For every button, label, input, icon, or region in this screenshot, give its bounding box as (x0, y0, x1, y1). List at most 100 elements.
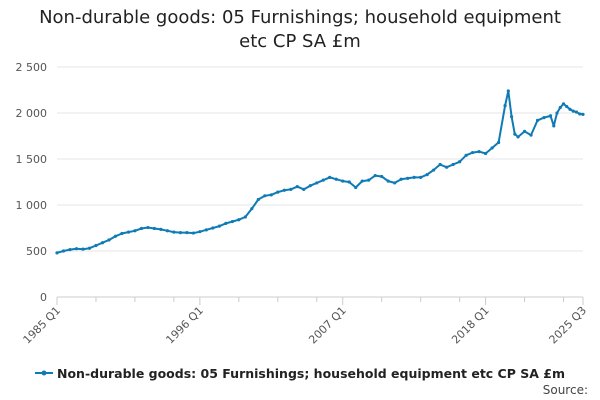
data-point (308, 184, 312, 188)
data-point (438, 162, 442, 167)
legend-swatch (35, 370, 53, 376)
data-point (315, 181, 319, 185)
data-point (341, 179, 345, 183)
data-point (548, 114, 553, 118)
data-point (516, 135, 520, 139)
data-point (574, 110, 579, 114)
data-point (506, 89, 510, 93)
data-point (178, 231, 182, 235)
y-tick-label: 1 500 (16, 153, 48, 166)
x-tick-label: 1996 Q1 (163, 304, 206, 347)
data-point (373, 173, 377, 178)
data-point (185, 231, 189, 235)
data-point (367, 178, 371, 182)
data-point (555, 111, 559, 115)
data-point (552, 124, 556, 128)
data-point (211, 226, 215, 230)
data-point (289, 187, 293, 191)
data-point (94, 243, 98, 248)
data-point (496, 140, 501, 145)
data-point (87, 246, 92, 250)
data-point (542, 116, 546, 120)
data-point (477, 150, 481, 154)
chart-title: Non-durable goods: 05 Furnishings; house… (0, 6, 600, 54)
data-point (565, 104, 569, 109)
data-point (513, 132, 517, 136)
y-tick-label: 500 (26, 245, 47, 258)
data-point (386, 179, 390, 183)
data-point (406, 176, 410, 180)
data-point (107, 238, 111, 242)
data-point (347, 180, 351, 184)
data-point (380, 174, 384, 179)
data-point (269, 193, 273, 197)
data-point (399, 177, 403, 181)
data-point (412, 175, 416, 179)
data-point (224, 221, 228, 225)
series-layer (55, 89, 585, 255)
data-point (243, 215, 247, 219)
data-point (445, 165, 449, 169)
series-line (56, 89, 584, 254)
axes: 0 500 1 000 1 500 2 000 2 500 1985 Q1 1996 Q1 20… (16, 61, 590, 346)
x-tick-label: 2018 Q1 (449, 304, 492, 347)
data-point (451, 162, 455, 167)
data-point (334, 177, 338, 181)
data-point (230, 219, 234, 224)
data-point (529, 133, 533, 137)
data-point (198, 230, 202, 234)
data-point (561, 102, 566, 106)
data-point (276, 190, 280, 194)
data-point (535, 118, 540, 122)
x-tick-label: 2007 Q1 (306, 304, 349, 347)
gridlines (57, 66, 583, 252)
data-point (250, 207, 254, 211)
data-point (61, 249, 66, 253)
data-point (152, 226, 157, 231)
data-point (302, 187, 306, 191)
data-point (113, 234, 118, 238)
chart-title-line-2: etc CP SA £m (239, 31, 361, 52)
data-point (282, 188, 286, 192)
source-label: Source: (542, 383, 588, 397)
data-point (55, 251, 59, 255)
data-point (74, 247, 79, 251)
data-point (419, 175, 423, 179)
data-point (256, 197, 260, 202)
data-point (328, 175, 332, 179)
data-point (172, 230, 176, 234)
data-point (571, 109, 575, 113)
y-tick-label: 0 (40, 291, 47, 304)
data-point (393, 181, 397, 185)
data-point (568, 107, 572, 111)
x-tick-label: 1985 Q1 (21, 304, 64, 347)
data-point (295, 185, 299, 189)
data-point (81, 247, 85, 251)
chart-title-line-1: Non-durable goods: 05 Furnishings; house… (39, 7, 561, 28)
data-point (483, 151, 488, 156)
data-point (425, 173, 429, 177)
data-point (139, 226, 144, 231)
data-point (509, 115, 514, 119)
data-point (464, 153, 468, 157)
y-tick-label: 1 000 (16, 199, 48, 212)
y-tick-label: 2 500 (16, 61, 48, 74)
legend-label: Non-durable goods: 05 Furnishings; house… (57, 365, 565, 381)
data-point (581, 112, 585, 116)
data-point (458, 160, 462, 164)
data-point (204, 228, 208, 232)
data-point (432, 168, 436, 172)
data-point (68, 248, 72, 252)
data-point (490, 146, 494, 150)
x-tick-label: 2025 Q3 (547, 304, 590, 347)
data-point (522, 129, 527, 133)
data-point (120, 231, 124, 236)
data-point (471, 150, 475, 155)
legend: Non-durable goods: 05 Furnishings; house… (0, 364, 600, 382)
data-point (159, 227, 163, 231)
data-point (354, 185, 358, 190)
data-point (133, 229, 137, 233)
data-point (217, 224, 221, 228)
data-point (558, 105, 562, 110)
